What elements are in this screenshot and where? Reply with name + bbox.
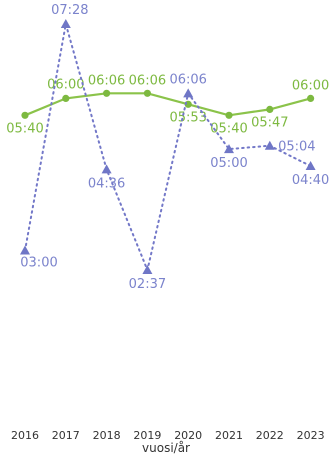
series-1-data-label: 06:06 — [129, 73, 166, 88]
x-tick-label: 2019 — [133, 429, 161, 442]
x-tick-label: 2020 — [174, 429, 202, 442]
series-2: 03:00 07:28 04:36 02:37 06:06 05:00 05:04 04:40 — [20, 3, 329, 292]
x-tick-label: 2023 — [297, 429, 325, 442]
x-tick-label: 2022 — [256, 429, 284, 442]
series-2-data-label: 05:04 — [278, 140, 315, 155]
x-tick-label: 2017 — [52, 429, 80, 442]
x-axis-title: vuosi/år — [142, 441, 190, 455]
series-2-data-label: 04:36 — [88, 176, 125, 191]
series-2-data-label: 03:00 — [20, 256, 57, 271]
x-tick-label: 2018 — [93, 429, 121, 442]
series-2-data-label: 02:37 — [129, 277, 166, 292]
series-1-point — [21, 111, 29, 119]
series-1-point — [143, 89, 151, 97]
x-tick-label: 2021 — [215, 429, 243, 442]
series-1-data-label: 05:47 — [251, 115, 288, 130]
series-2-point — [183, 88, 194, 98]
series-2-point — [224, 144, 234, 154]
x-axis-ticks: 2016 2017 2018 2019 2020 2021 2022 2023 — [11, 429, 325, 442]
series-2-point — [305, 161, 316, 171]
series-1-line — [24, 92, 311, 117]
series-1-data-label: 05:40 — [210, 121, 247, 136]
series-1-point — [225, 111, 233, 119]
series-2-point — [264, 140, 275, 150]
series-1-data-label: 05:40 — [6, 121, 43, 136]
x-tick-label: 2016 — [11, 429, 39, 442]
series-2-point — [101, 164, 112, 174]
series-1-data-label: 06:00 — [292, 78, 329, 93]
series-1-data-label: 05:53 — [169, 110, 206, 125]
series-2-line — [24, 23, 312, 274]
series-1-point — [62, 94, 70, 102]
series-1-point — [103, 89, 111, 97]
series-1-point — [266, 105, 274, 113]
series-2-data-label: 07:28 — [51, 3, 88, 18]
series-2-data-label: 05:00 — [210, 156, 247, 171]
series-1-data-label: 06:00 — [47, 77, 84, 92]
series-2-data-label: 04:40 — [292, 173, 329, 188]
series-1-point — [307, 94, 315, 102]
series-2-point — [142, 265, 153, 274]
series-2-point — [60, 19, 71, 28]
series-1-data-label: 06:06 — [88, 73, 125, 88]
series-2-data-label: 06:06 — [169, 72, 206, 87]
series-2-point — [20, 245, 30, 255]
